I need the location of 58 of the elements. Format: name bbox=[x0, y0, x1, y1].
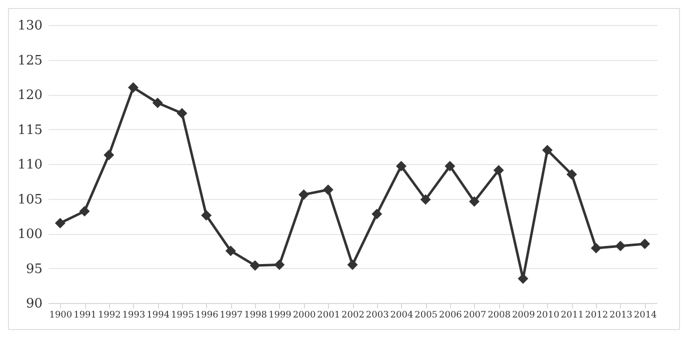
point bbox=[566, 169, 577, 180]
x-tick-label: 2003 bbox=[366, 310, 390, 320]
point bbox=[615, 240, 626, 252]
point bbox=[493, 165, 504, 176]
x-tick-label: 2010 bbox=[536, 310, 560, 320]
x-tick-label: 2006 bbox=[438, 310, 462, 320]
x-tick-label: 2001 bbox=[317, 310, 340, 320]
x-tick-label: 2014 bbox=[634, 310, 658, 320]
x-tick-label: 2007 bbox=[463, 310, 487, 320]
x-tick-label: 2005 bbox=[414, 310, 438, 320]
point bbox=[298, 189, 310, 200]
x-tick-label: 1993 bbox=[122, 310, 146, 320]
x-tick-label: 2009 bbox=[512, 310, 536, 320]
y-tick-label: 95 bbox=[26, 262, 42, 277]
point bbox=[54, 218, 66, 228]
y-tick-label: 110 bbox=[18, 158, 42, 172]
x-tick-label: 2013 bbox=[610, 310, 633, 320]
point bbox=[250, 260, 260, 271]
x-tick-label: 2002 bbox=[342, 310, 364, 320]
y-tick-label: 130 bbox=[18, 18, 42, 34]
x-tick-label: 2011 bbox=[560, 310, 584, 320]
point bbox=[347, 260, 358, 270]
point bbox=[176, 108, 188, 119]
point bbox=[469, 196, 480, 207]
y-tick-label: 120 bbox=[18, 88, 42, 103]
x-tick-label: 2012 bbox=[585, 310, 608, 320]
point bbox=[79, 206, 90, 217]
point bbox=[396, 160, 406, 172]
point bbox=[590, 242, 602, 254]
y-tick-label: 90 bbox=[26, 296, 42, 312]
y-tick-label: 105 bbox=[18, 192, 42, 208]
y-tick-label: 100 bbox=[18, 227, 42, 242]
x-tick-label: 1900 bbox=[49, 310, 72, 320]
point bbox=[128, 82, 139, 93]
point bbox=[152, 98, 163, 108]
y-tick-label: 125 bbox=[18, 53, 42, 68]
x-tick-label: 1991 bbox=[74, 310, 96, 320]
point bbox=[104, 150, 114, 160]
y-tick-label: 115 bbox=[18, 122, 42, 138]
x-tick-label: 2008 bbox=[488, 310, 511, 320]
point bbox=[322, 184, 334, 195]
x-tick-label: 2000 bbox=[292, 310, 316, 320]
x-tick-label: 1992 bbox=[98, 310, 121, 320]
x-tick-label: 1999 bbox=[268, 310, 292, 320]
x-tick-label: 1995 bbox=[171, 310, 194, 320]
x-tick-label: 1998 bbox=[244, 310, 268, 320]
x-tick-label: 1997 bbox=[220, 310, 243, 320]
x-tick-label: 1996 bbox=[195, 310, 219, 320]
point bbox=[225, 246, 236, 256]
point bbox=[420, 194, 431, 205]
point bbox=[542, 144, 553, 156]
point bbox=[274, 260, 285, 270]
point bbox=[201, 210, 212, 221]
point bbox=[444, 160, 456, 172]
point bbox=[640, 238, 650, 250]
x-tick-label: 2004 bbox=[390, 310, 414, 320]
x-tick-label: 1994 bbox=[146, 310, 170, 320]
point bbox=[372, 208, 382, 220]
